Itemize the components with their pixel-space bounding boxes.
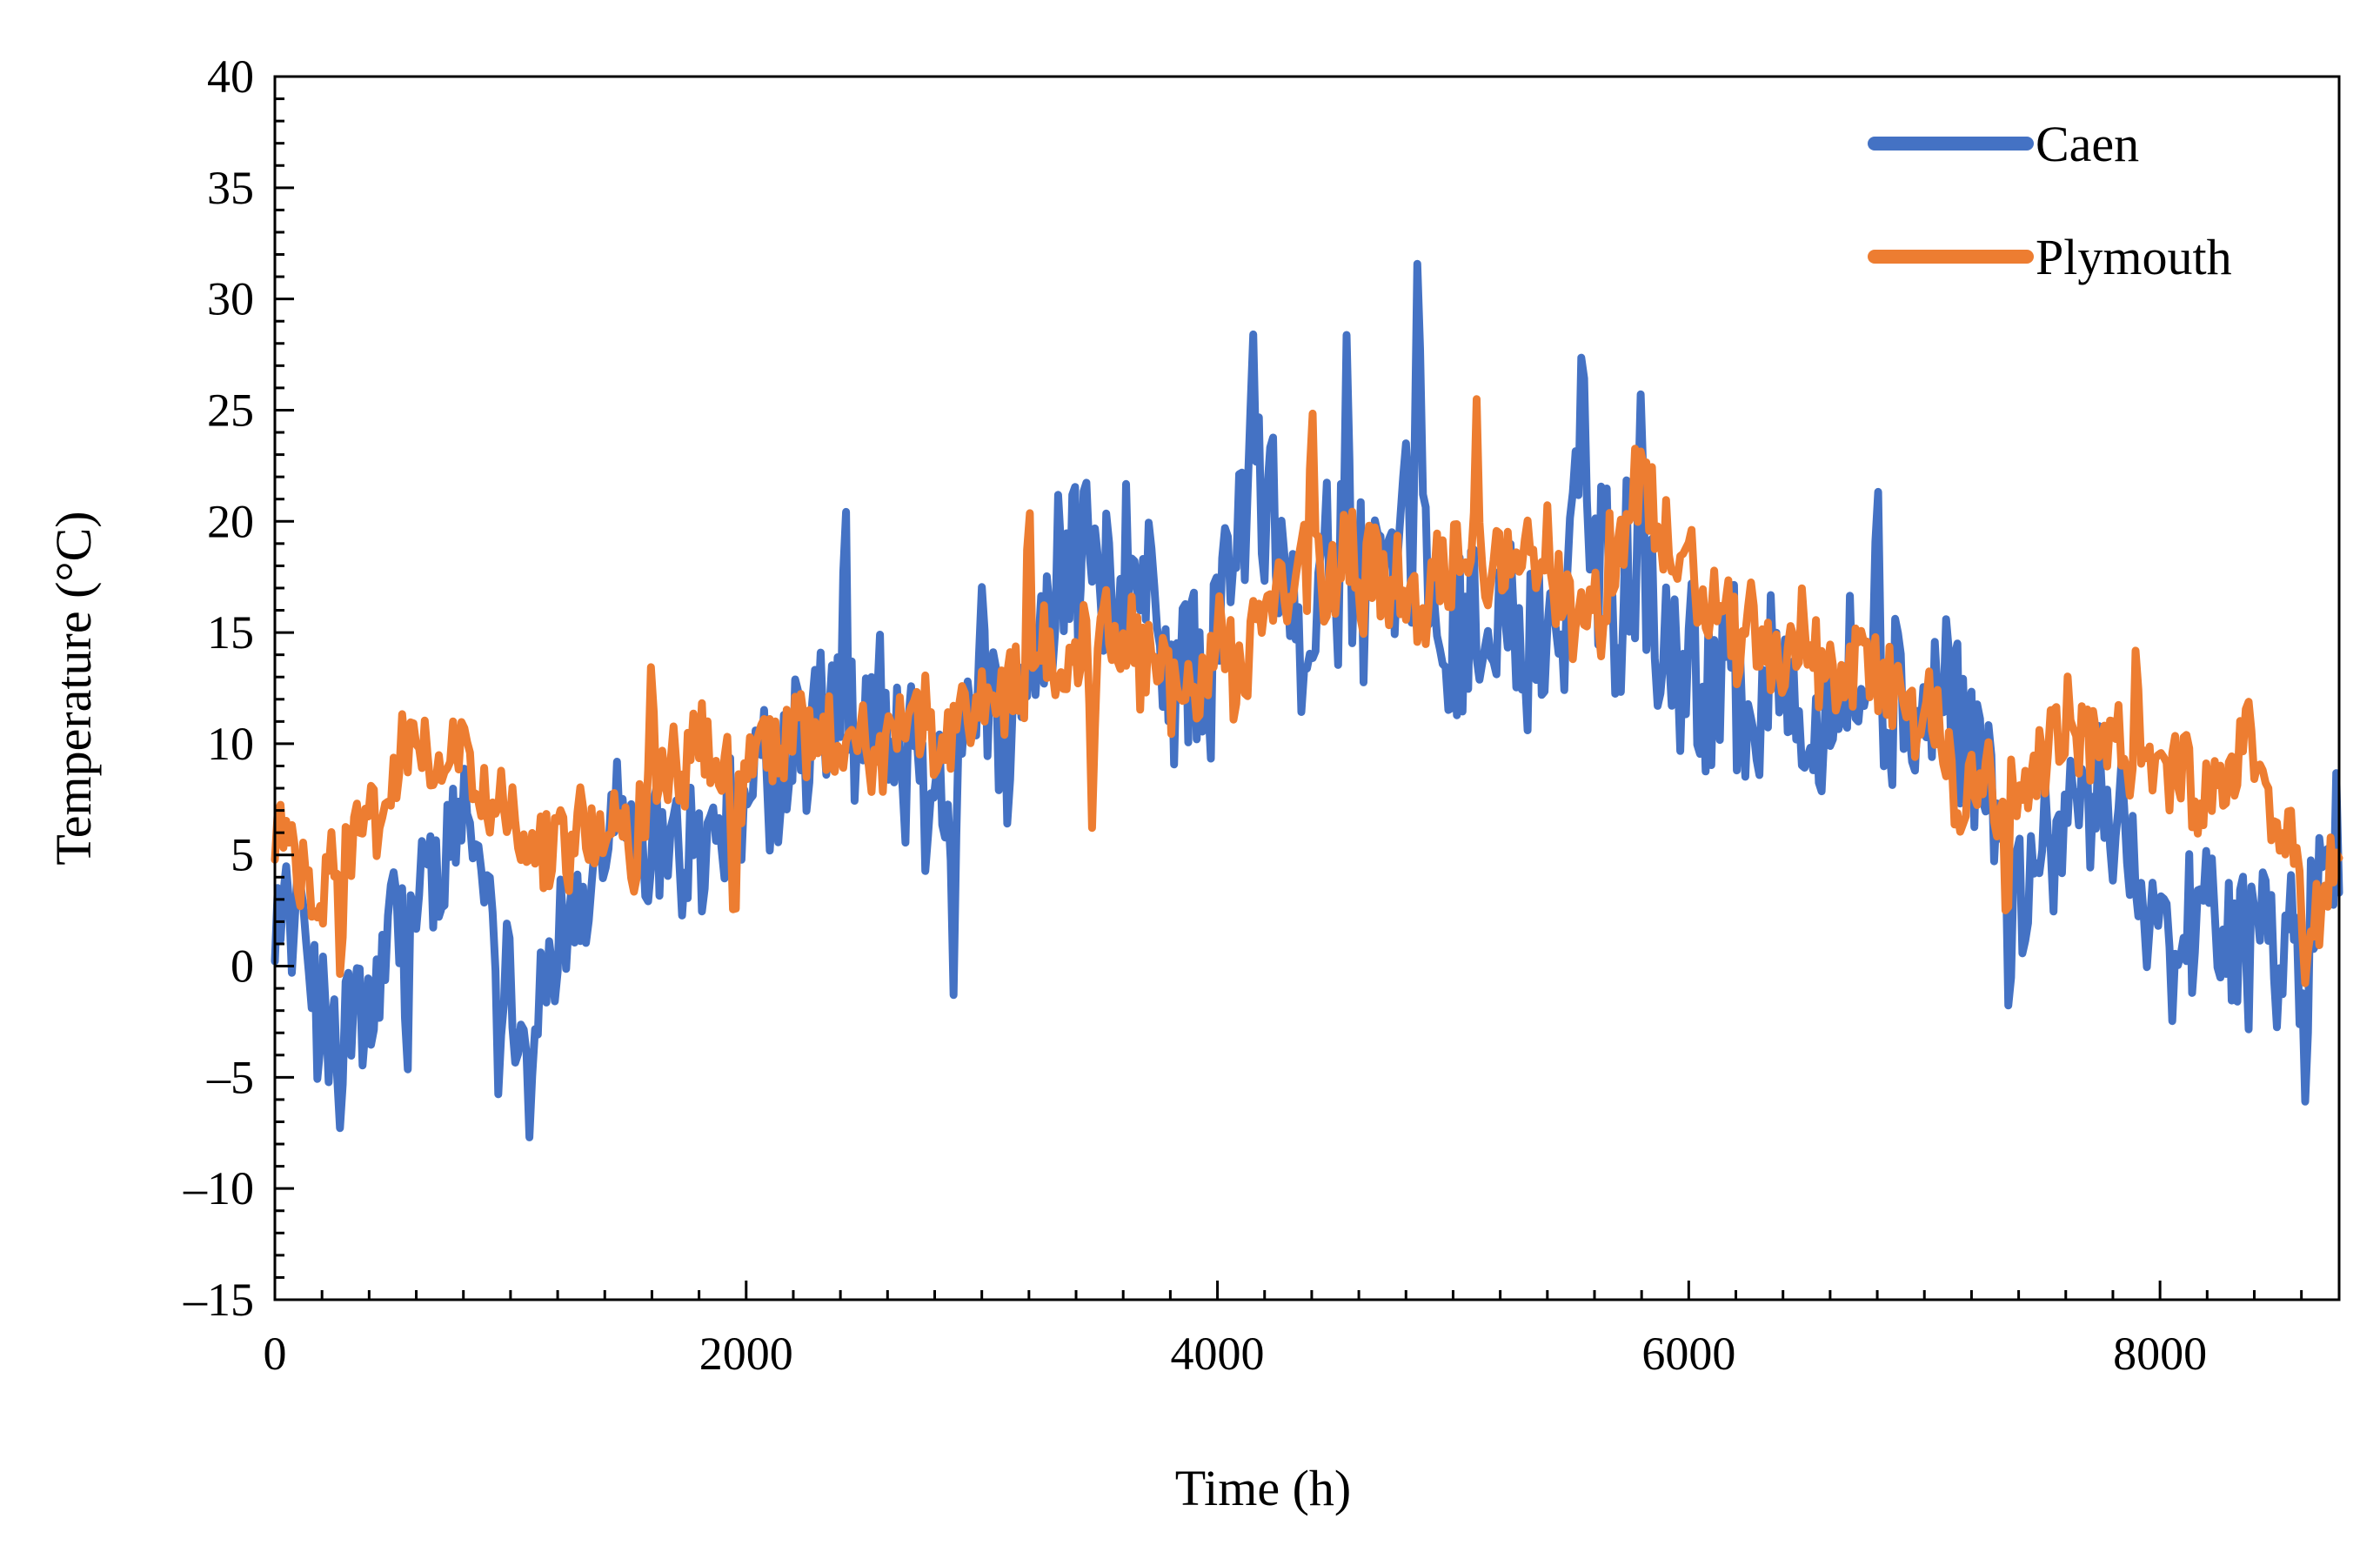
series-layer (271, 259, 2343, 1141)
y-tick-label: –10 (183, 1162, 254, 1214)
plot-area (275, 77, 2339, 1300)
y-tick-label: 35 (207, 162, 254, 214)
x-tick-label: 8000 (2113, 1328, 2207, 1380)
y-tick-label: 5 (231, 829, 254, 881)
legend: Caen Plymouth (1868, 116, 2232, 285)
x-tick-label: 4000 (1171, 1328, 1265, 1380)
y-tick-label: 40 (207, 50, 254, 103)
y-tick-label: –5 (206, 1051, 254, 1103)
y-tick-label: 25 (207, 384, 254, 436)
y-axis-title: Temperature (°C) (45, 511, 102, 865)
series-line-plymouth (271, 395, 2343, 987)
x-axis: 0 2000 4000 6000 8000 (264, 1281, 2303, 1380)
y-tick-label: 10 (207, 718, 254, 770)
legend-label-plymouth: Plymouth (2036, 229, 2232, 285)
y-axis: –15 –10 –5 0 5 10 15 20 25 30 35 40 (183, 50, 294, 1326)
y-tick-label: –15 (183, 1274, 254, 1326)
x-tick-label: 0 (264, 1328, 287, 1380)
y-tick-label: 20 (207, 495, 254, 547)
x-tick-label: 6000 (1641, 1328, 1735, 1380)
x-tick-label: 2000 (699, 1328, 793, 1380)
y-tick-label: 0 (231, 940, 254, 993)
legend-label-caen: Caen (2036, 116, 2139, 172)
plot-frame (273, 75, 2341, 1301)
y-tick-label: 30 (207, 273, 254, 325)
x-axis-title: Time (h) (1175, 1460, 1352, 1516)
y-tick-label: 15 (207, 606, 254, 659)
